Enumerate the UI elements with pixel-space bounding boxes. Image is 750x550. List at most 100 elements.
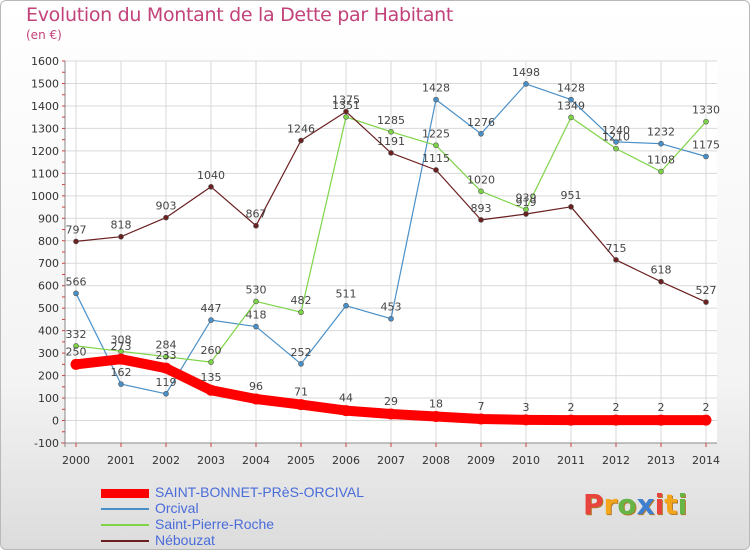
data-point [478, 188, 484, 195]
data-label: 44 [339, 392, 353, 405]
brand-letter: r [603, 488, 618, 521]
data-label: 1191 [377, 135, 405, 148]
data-point [433, 96, 439, 103]
brand-letter: x [636, 488, 655, 521]
data-point [208, 359, 214, 365]
brand-logo: Proxiti [583, 488, 687, 521]
data-label: 1428 [557, 82, 585, 95]
data-point [298, 137, 304, 144]
y-tick-label: 200 [38, 370, 59, 383]
data-label: 447 [201, 302, 222, 315]
legend-label: Nébouzat [155, 532, 215, 548]
data-label: 273 [111, 340, 132, 353]
data-point [610, 414, 622, 426]
legend-swatch [101, 524, 149, 526]
y-tick-label: 1200 [31, 145, 59, 158]
y-tick-label: 600 [38, 280, 59, 293]
data-label: 1351 [332, 99, 360, 112]
data-label: 3 [523, 401, 530, 414]
y-tick-label: 700 [38, 257, 59, 270]
data-label: 29 [384, 395, 398, 408]
data-label: 903 [156, 200, 177, 213]
y-tick-label: 800 [38, 235, 59, 248]
brand-letter: o [617, 488, 637, 521]
data-point [118, 381, 124, 387]
brand-letter: P [583, 488, 604, 521]
data-point [340, 405, 352, 417]
data-point [568, 204, 574, 210]
brand-letter: i [654, 488, 665, 521]
data-label: 418 [246, 309, 267, 322]
data-label: 1175 [692, 139, 720, 152]
data-label: 233 [156, 349, 177, 362]
data-label: 1330 [692, 104, 720, 117]
data-label: 1040 [197, 169, 225, 182]
chart-title: Evolution du Montant de la Dette par Hab… [26, 4, 454, 26]
data-point [565, 414, 577, 426]
y-tick-label: -100 [34, 437, 59, 450]
x-tick-label: 2000 [62, 454, 90, 467]
data-label: 162 [111, 366, 132, 379]
brand-letter: i [677, 488, 688, 521]
x-tick-label: 2013 [647, 454, 675, 467]
x-tick-label: 2014 [692, 454, 720, 467]
data-point [343, 108, 349, 115]
data-label: 1276 [467, 116, 495, 129]
y-tick-label: 900 [38, 212, 59, 225]
legend-swatch [101, 508, 149, 510]
y-tick-label: 1000 [31, 190, 59, 203]
x-tick-label: 2010 [512, 454, 540, 467]
data-point [478, 217, 484, 223]
data-label: 1246 [287, 123, 315, 136]
data-point [385, 408, 397, 420]
data-label: 1108 [647, 154, 675, 167]
data-point [295, 399, 307, 411]
data-point [388, 128, 394, 135]
data-point [478, 131, 484, 137]
data-point [73, 238, 79, 245]
data-point [205, 384, 217, 396]
data-point [703, 153, 709, 160]
data-point [208, 317, 214, 323]
data-point [658, 168, 664, 175]
data-point [343, 114, 349, 120]
data-label: 482 [291, 294, 312, 307]
data-label: 1210 [602, 131, 630, 144]
data-label: 511 [336, 288, 357, 301]
data-point [253, 298, 259, 305]
data-point [298, 361, 304, 367]
data-point [658, 278, 664, 285]
chart-unit-label: (en €) [26, 28, 62, 42]
brand-letter: t [664, 488, 678, 521]
data-point [70, 358, 82, 370]
data-point [613, 139, 619, 145]
data-label: 715 [606, 242, 627, 255]
x-tick-label: 2008 [422, 454, 450, 467]
x-tick-label: 2003 [197, 454, 225, 467]
x-tick-label: 2007 [377, 454, 405, 467]
data-point [703, 299, 709, 305]
y-tick-label: 1100 [31, 167, 59, 180]
legend-label: Orcival [155, 500, 199, 516]
data-point [163, 390, 169, 397]
data-label: 2 [568, 401, 575, 414]
data-point [298, 309, 304, 316]
legend-swatch [101, 540, 149, 542]
data-label: 1240 [602, 124, 630, 137]
data-label: 284 [156, 339, 177, 352]
data-point [73, 290, 79, 297]
data-label: 260 [201, 344, 222, 357]
x-tick-label: 2002 [152, 454, 180, 467]
data-point [658, 140, 664, 147]
data-point [613, 257, 619, 263]
data-label: 566 [66, 275, 87, 288]
data-label: 96 [249, 380, 263, 393]
data-label: 867 [246, 208, 267, 221]
data-point [343, 302, 349, 309]
y-tick-label: 100 [38, 392, 59, 405]
data-label: 453 [381, 301, 402, 314]
data-point [163, 214, 169, 221]
y-tick-label: 500 [38, 302, 59, 315]
y-tick-label: 1500 [31, 77, 59, 90]
data-point [613, 145, 619, 152]
